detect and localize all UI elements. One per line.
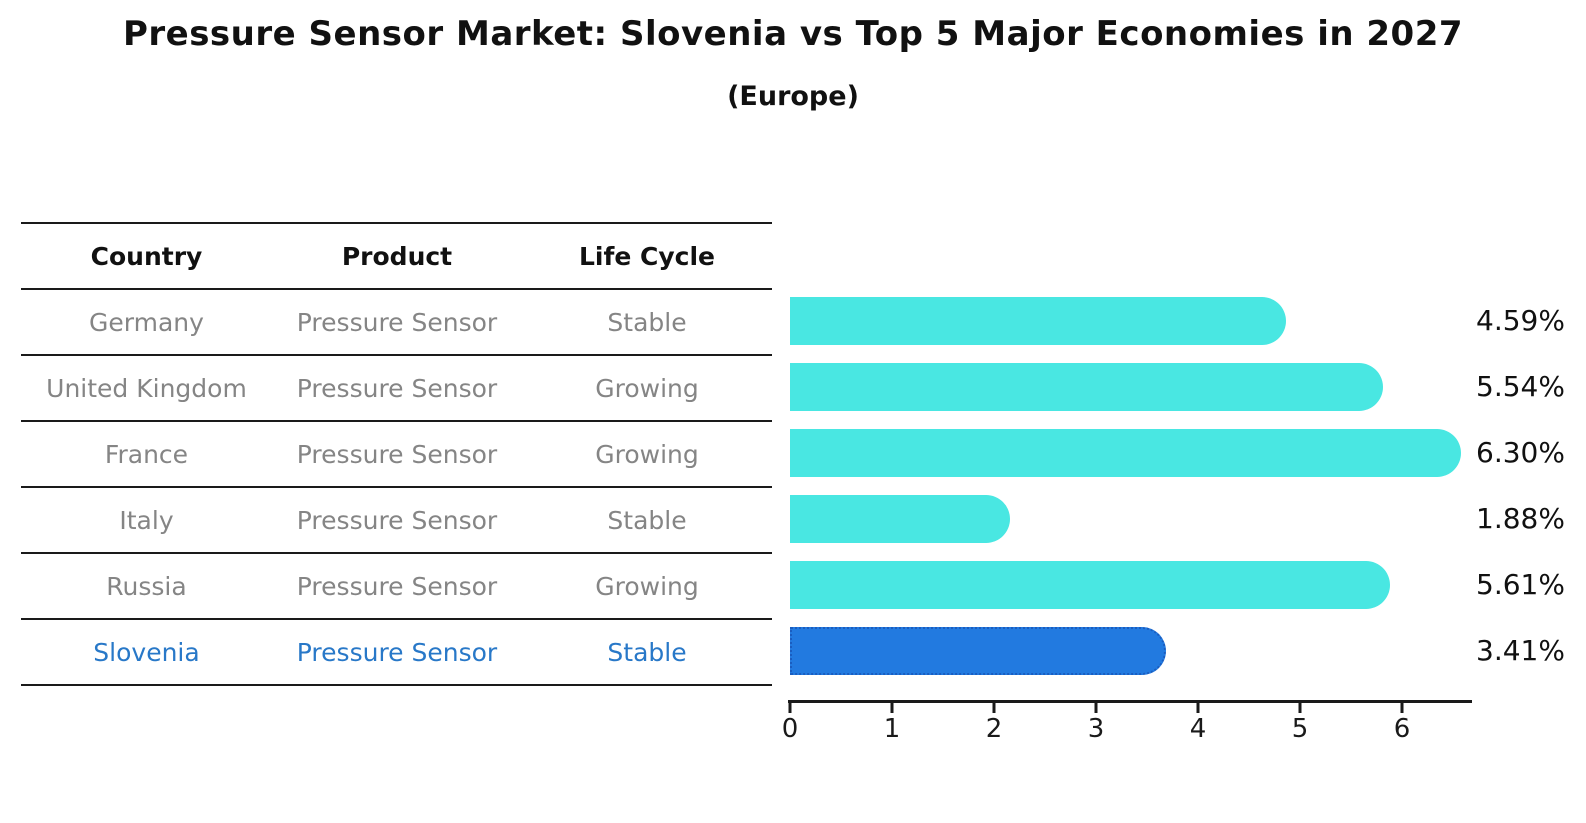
table-row-germany: Germany Pressure Sensor Stable [21, 290, 772, 356]
cell-country: France [104, 439, 189, 469]
x-tick-label: 4 [1189, 714, 1207, 744]
cell-life-cycle: Growing [595, 571, 699, 601]
bar-germany [790, 297, 1287, 345]
column-header-life-cycle: Life Cycle [578, 241, 716, 271]
page-title: Pressure Sensor Market: Slovenia vs Top … [122, 14, 1464, 54]
table-row-italy: Italy Pressure Sensor Stable [21, 488, 772, 554]
value-label-united-kingdom: 5.54% [1476, 370, 1565, 403]
x-tick-label: 1 [883, 714, 901, 744]
value-label-slovenia: 3.41% [1476, 634, 1565, 667]
x-tick-label: 0 [781, 714, 799, 744]
cell-product: Pressure Sensor [296, 505, 498, 535]
x-tick-mark [1400, 703, 1404, 713]
bar-united-kingdom [790, 363, 1384, 411]
x-tick-mark [1094, 703, 1098, 713]
x-tick-label: 6 [1393, 714, 1411, 744]
x-axis-line [788, 700, 1472, 703]
value-label-russia: 5.61% [1476, 568, 1565, 601]
x-tick-mark [1298, 703, 1302, 713]
page-subtitle: (Europe) [727, 81, 859, 112]
bar-france [790, 429, 1461, 477]
cell-product: Pressure Sensor [296, 571, 498, 601]
cell-life-cycle: Stable [607, 505, 687, 535]
cell-product: Pressure Sensor [296, 373, 498, 403]
value-label-france: 6.30% [1476, 436, 1565, 469]
column-header-product: Product [341, 241, 453, 271]
x-tick-label: 2 [985, 714, 1003, 744]
x-tick-mark [992, 703, 996, 713]
cell-country: Slovenia [93, 637, 200, 667]
x-tick-mark [890, 703, 894, 713]
bar-slovenia [790, 627, 1166, 675]
value-label-germany: 4.59% [1476, 304, 1565, 337]
table-row-slovenia: Slovenia Pressure Sensor Stable [21, 620, 772, 686]
table-row-united-kingdom: United Kingdom Pressure Sensor Growing [21, 356, 772, 422]
country-table: Country Product Life Cycle Germany Press… [21, 222, 772, 686]
x-tick-label: 3 [1087, 714, 1105, 744]
cell-product: Pressure Sensor [296, 439, 498, 469]
cell-country: Germany [89, 307, 204, 337]
cell-country: Russia [106, 571, 187, 601]
x-tick-mark [1196, 703, 1200, 713]
x-tick-label: 5 [1291, 714, 1309, 744]
cell-product: Pressure Sensor [296, 307, 498, 337]
bar-italy [790, 495, 1010, 543]
cell-life-cycle: Growing [595, 373, 699, 403]
cell-life-cycle: Stable [607, 307, 687, 337]
column-header-country: Country [90, 241, 203, 271]
table-header-row: Country Product Life Cycle [21, 224, 772, 290]
bar-russia [790, 561, 1391, 609]
value-label-italy: 1.88% [1476, 502, 1565, 535]
cell-country: Italy [119, 505, 174, 535]
cell-product: Pressure Sensor [296, 637, 498, 667]
table-row-russia: Russia Pressure Sensor Growing [21, 554, 772, 620]
cell-life-cycle: Stable [607, 637, 687, 667]
cell-life-cycle: Growing [595, 439, 699, 469]
x-tick-mark [788, 703, 792, 713]
table-row-france: France Pressure Sensor Growing [21, 422, 772, 488]
cell-country: United Kingdom [46, 373, 247, 403]
